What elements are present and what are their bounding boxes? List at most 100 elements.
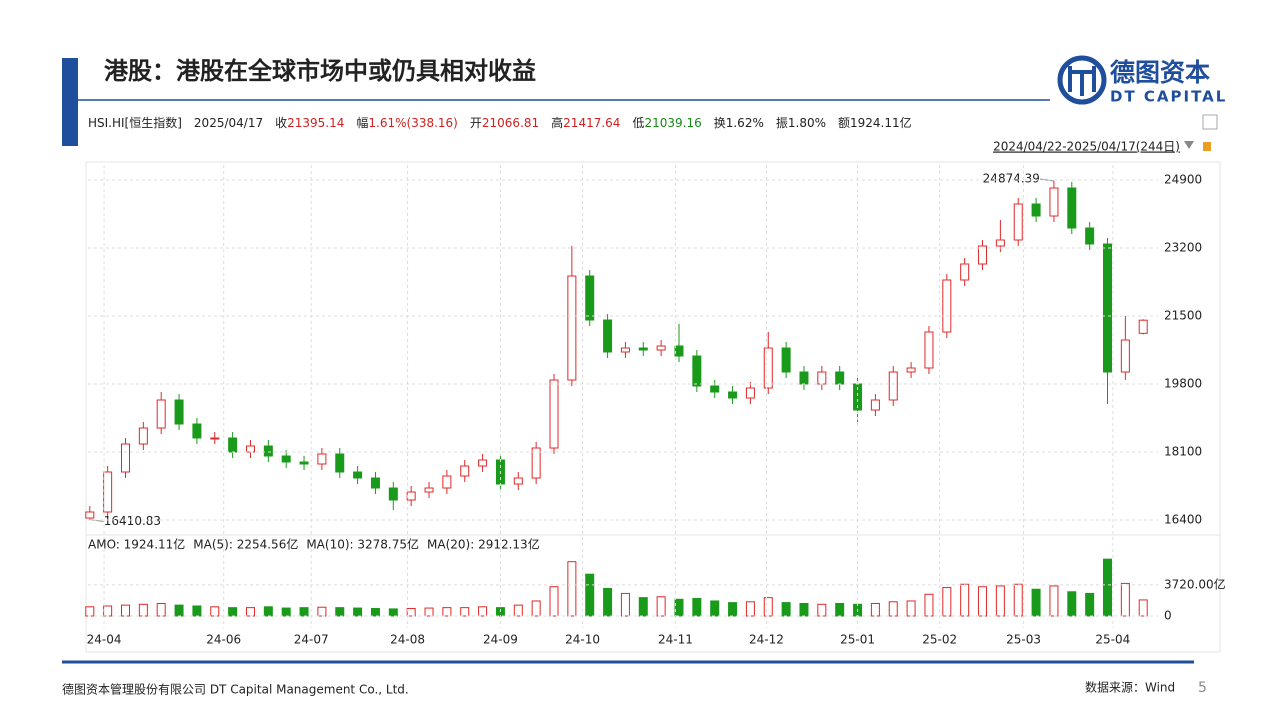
footer-source: 数据来源：Wind bbox=[1085, 680, 1175, 695]
quote-value: 1924.11亿 bbox=[850, 115, 912, 130]
volume-legend: MA(20): 2912.13亿 bbox=[427, 537, 540, 552]
candle-body bbox=[424, 487, 434, 493]
volume-bar bbox=[245, 607, 255, 617]
date-range: 2024/04/22-2025/04/17(244日) bbox=[993, 140, 1180, 154]
candle-body bbox=[835, 371, 845, 385]
volume-bar bbox=[567, 561, 577, 617]
volume-bar bbox=[281, 607, 291, 617]
volume-bar bbox=[120, 604, 130, 617]
quote-label: 换 bbox=[714, 116, 726, 130]
candle-body bbox=[906, 367, 916, 373]
candle-body bbox=[1085, 227, 1095, 245]
x-tick-label: 24-10 bbox=[565, 633, 600, 647]
quote-line: HSI.HI[恒生指数] 2025/04/17 收21395.14 幅1.61%(33… bbox=[88, 115, 912, 130]
x-tick-label: 25-02 bbox=[922, 633, 957, 647]
quote-label: HSI.HI[恒生指数] bbox=[88, 115, 182, 130]
candle-body bbox=[460, 465, 470, 477]
volume-bar bbox=[924, 593, 934, 617]
candle-body bbox=[656, 345, 666, 351]
max-pointer bbox=[1039, 178, 1055, 182]
quote-value: 21066.81 bbox=[482, 116, 539, 130]
candle-body bbox=[120, 443, 130, 473]
quote-label: 幅 bbox=[356, 115, 368, 130]
logo-mark bbox=[1068, 66, 1096, 96]
candle-body bbox=[549, 379, 559, 449]
quote-value: 1.80% bbox=[788, 116, 826, 130]
x-tick-label: 24-12 bbox=[749, 633, 784, 647]
candle-body bbox=[210, 437, 220, 440]
volume-bar bbox=[763, 597, 773, 617]
min-annotation: 16410.83 bbox=[104, 514, 161, 528]
volume-bar bbox=[210, 606, 220, 617]
volume-bar bbox=[317, 606, 327, 617]
candle-body bbox=[228, 437, 238, 453]
x-tick-label: 24-04 bbox=[87, 633, 122, 647]
volume-bar bbox=[995, 585, 1005, 617]
volume-bar bbox=[1067, 591, 1077, 617]
volume-bar bbox=[603, 587, 613, 617]
volume-bar bbox=[549, 586, 559, 617]
volume-bar bbox=[353, 607, 363, 617]
plot: 24874.39 16410.83 bbox=[85, 172, 1148, 617]
volume-bar bbox=[442, 607, 452, 617]
candle-body bbox=[156, 399, 166, 429]
quote-label: 开 bbox=[470, 116, 482, 130]
volume-bar bbox=[156, 602, 166, 617]
candle-body bbox=[335, 453, 345, 473]
volume-bar bbox=[103, 605, 113, 617]
candle-body bbox=[370, 477, 380, 489]
volume-bar bbox=[263, 606, 273, 617]
quote-value: 21417.64 bbox=[563, 116, 620, 130]
volume-bar bbox=[299, 607, 309, 617]
volume-bar bbox=[656, 596, 666, 617]
volume-bar bbox=[888, 601, 898, 617]
volume-bar bbox=[960, 583, 970, 617]
volume-bar bbox=[620, 592, 630, 617]
candle-body bbox=[745, 387, 755, 399]
wp-icon[interactable] bbox=[1202, 114, 1218, 130]
page-number: 5 bbox=[1198, 680, 1207, 696]
candle-body bbox=[710, 385, 720, 393]
quote-value: 21039.16 bbox=[644, 116, 701, 130]
candle-body bbox=[1103, 243, 1113, 373]
title-bar bbox=[62, 58, 78, 146]
candle-body bbox=[995, 239, 1005, 247]
quote-label: 2025/04/17 bbox=[194, 116, 263, 130]
volume-bar bbox=[513, 604, 523, 617]
candle-body bbox=[1031, 203, 1041, 217]
volume-bar bbox=[138, 603, 148, 617]
quote-label: 振 bbox=[776, 116, 788, 130]
quote-value: 1.62% bbox=[726, 116, 764, 130]
candle-body bbox=[174, 399, 184, 425]
footer-company: 德图资本管理股份有限公司 DT Capital Management Co., … bbox=[62, 682, 409, 697]
candle-body bbox=[281, 455, 291, 463]
x-tick-label: 24-07 bbox=[294, 633, 329, 647]
quote-value: 1.61%(338.16) bbox=[368, 116, 457, 130]
candle-body bbox=[299, 461, 309, 465]
volume-bar bbox=[674, 598, 684, 617]
candle-body bbox=[942, 279, 952, 333]
volume-bar bbox=[1031, 588, 1041, 617]
volume-bar bbox=[870, 602, 880, 617]
volume-bar bbox=[745, 601, 755, 617]
candle-body bbox=[103, 471, 113, 513]
dropdown[interactable] bbox=[1184, 141, 1194, 149]
quote-label: 高 bbox=[551, 115, 563, 130]
candle-body bbox=[138, 427, 148, 445]
volume-bar bbox=[478, 606, 488, 617]
volume-bar bbox=[388, 608, 398, 617]
candle-body bbox=[781, 347, 791, 373]
candle-body bbox=[638, 347, 648, 351]
y-tick-label: 16400 bbox=[1164, 513, 1202, 527]
candle-body bbox=[888, 371, 898, 401]
candle-body bbox=[513, 477, 523, 485]
chart-frame bbox=[85, 161, 1221, 653]
candle-body bbox=[263, 445, 273, 457]
min-pointer bbox=[89, 519, 104, 523]
volume-bar bbox=[781, 602, 791, 617]
candle-body bbox=[978, 245, 988, 265]
title: 港股：港股在全球市场中或仍具相对收益 bbox=[104, 57, 536, 85]
volume-bar bbox=[531, 600, 541, 617]
